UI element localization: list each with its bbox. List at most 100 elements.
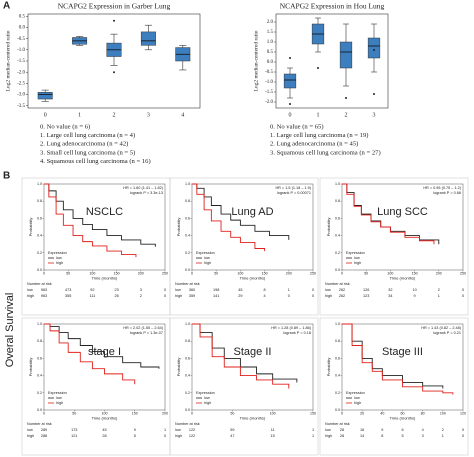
x-tick-label: 0: [341, 411, 343, 415]
x-tick-label: 0: [191, 411, 193, 415]
risk-count: 32: [388, 288, 392, 292]
risk-count: 1: [442, 434, 444, 438]
risk-count: 4: [264, 294, 266, 298]
legend-line: 0. No value (n = 65): [270, 124, 324, 131]
y-tick-label: 1.0: [185, 322, 190, 326]
survival-curve: [44, 183, 137, 258]
risk-count: 0: [462, 434, 464, 438]
legend-label: high: [204, 261, 211, 265]
side-label: Overal Survival: [4, 293, 16, 368]
panel-name: Lung AD: [231, 206, 273, 218]
risk-row-label: low: [27, 288, 33, 292]
logrank-text: logrank P = 1.3e-07: [130, 331, 163, 335]
x-tick-label: 2: [113, 112, 116, 118]
plot-frame: [43, 183, 166, 271]
survival-curve: [44, 323, 160, 369]
risk-count: 1: [312, 434, 314, 438]
risk-count: 359: [189, 294, 195, 298]
y-tick-label: -0.5: [265, 70, 273, 75]
y-tick-label: -2.0: [265, 100, 273, 105]
risk-count: 28: [340, 434, 344, 438]
survival-curve: [192, 183, 266, 252]
y-tick-label: 0.0: [185, 408, 190, 412]
risk-count: 0: [462, 294, 464, 298]
risk-title: Number at risk: [175, 282, 200, 286]
risk-count: 173: [71, 428, 77, 432]
x-tick-label: 200: [162, 411, 168, 415]
y-tick-label: 0.0: [267, 60, 274, 65]
hr-text: HR = 1.5 (1.18 – 1.9): [275, 186, 311, 190]
x-tick-label: 200: [436, 271, 442, 275]
x-tick-label: 150: [262, 271, 268, 275]
y-axis-label: Log2 median-centered ratio: [253, 30, 259, 91]
y-tick-label: 0.6: [37, 216, 42, 220]
x-tick-label: 2: [345, 112, 348, 118]
risk-row-label: high: [175, 294, 182, 298]
legend-line: 3. Squamous cell lung carcinoma (n = 27): [270, 149, 381, 156]
risk-title: Number at risk: [175, 422, 200, 426]
y-tick-label: 0.8: [185, 199, 190, 203]
outlier: [113, 19, 115, 22]
x-tick-label: 50: [230, 411, 234, 415]
x-tick-label: 250: [310, 271, 316, 275]
y-tick-label: 0.4: [37, 234, 42, 238]
risk-title: Number at risk: [325, 282, 350, 286]
risk-count: 5: [134, 434, 136, 438]
y-tick-label: 1.5: [267, 30, 274, 35]
y-tick-label: -3.5: [17, 104, 25, 109]
y-tick-label: 0.8: [37, 339, 42, 343]
survival-curve: [342, 183, 435, 245]
box: [140, 31, 156, 46]
risk-count: 15: [271, 434, 275, 438]
x-tick-label: 50: [214, 271, 218, 275]
legend-line: 4. Squamous cell lung carcinoma (n = 16): [40, 158, 151, 165]
y-tick-label: -2.0: [17, 70, 25, 75]
x-tick-label: 1: [78, 112, 81, 118]
legend-title: Expression: [346, 251, 365, 255]
legend-label: high: [56, 401, 63, 405]
risk-count: 198: [213, 288, 219, 292]
x-tick-label: 100: [440, 411, 446, 415]
risk-count: 10: [412, 288, 416, 292]
y-tick-label: 1.0: [267, 40, 274, 45]
cell-frame: [319, 177, 469, 316]
risk-row-label: high: [175, 434, 182, 438]
y-tick-label: 0.5: [19, 14, 26, 19]
x-tick-label: 1: [317, 112, 320, 118]
risk-row-label: high: [27, 294, 34, 298]
y-tick-label: 0.6: [37, 356, 42, 360]
risk-count: 0: [312, 288, 314, 292]
risk-row-label: low: [175, 428, 181, 432]
x-tick-label: 200: [286, 271, 292, 275]
legend-title: Expression: [196, 251, 215, 255]
x-tick-label: 100: [270, 411, 276, 415]
legend-label: high: [204, 401, 211, 405]
legend-line: 2. Lung adenocarcinoma (n = 45): [270, 141, 358, 148]
y-tick-label: 0.4: [335, 374, 340, 378]
risk-count: 473: [65, 288, 71, 292]
survival-curve: [192, 183, 290, 240]
logrank-text: logrank P = 0.18: [283, 331, 311, 335]
x-tick-label: 4: [181, 112, 184, 118]
y-tick-label: 1.0: [335, 182, 340, 186]
legend-line: 1. Large cell lung carcinoma (n = 19): [270, 132, 368, 139]
outlier: [345, 97, 347, 99]
survival-curve: [342, 323, 444, 389]
panel-label: B: [3, 171, 10, 182]
x-tick-label: 120: [460, 411, 466, 415]
risk-row-label: low: [325, 428, 331, 432]
risk-count: 45: [102, 428, 106, 432]
y-tick-label: 0.6: [335, 216, 340, 220]
risk-count: 963: [41, 294, 47, 298]
y-tick-label: 0.2: [335, 391, 340, 395]
y-tick-label: 0.2: [37, 391, 42, 395]
logrank-text: logrank P = 3.3e-13: [130, 191, 163, 195]
legend-label: high: [56, 261, 63, 265]
risk-count: 29: [238, 294, 242, 298]
x-tick-label: 50: [364, 271, 368, 275]
x-axis-label: Time (months): [92, 276, 118, 281]
risk-count: 2: [442, 428, 444, 432]
legend-label: high: [354, 261, 361, 265]
risk-count: 26: [114, 294, 118, 298]
plot-frame: [191, 183, 314, 271]
